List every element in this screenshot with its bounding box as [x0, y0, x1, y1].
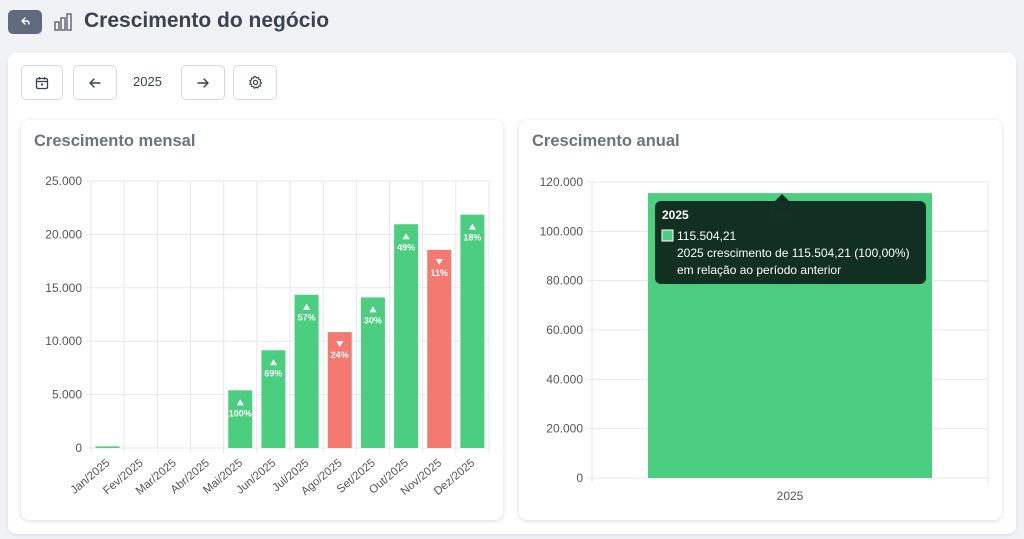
previous-year-button[interactable] — [73, 65, 117, 100]
y-tick-label: 0 — [576, 471, 583, 485]
settings-button[interactable] — [233, 65, 277, 100]
y-tick-label: 40.000 — [546, 372, 583, 386]
growth-up-marker — [269, 359, 278, 366]
tooltip-line: em relação ao período anterior — [677, 263, 841, 277]
year-label: 2025 — [133, 74, 162, 89]
back-button[interactable] — [8, 10, 42, 34]
growth-up-marker — [236, 399, 244, 406]
main-panel: 2025 Crescimento mensal 25.000 20.000 15.0… — [8, 53, 1016, 534]
page-title: Crescimento do negócio — [84, 9, 330, 32]
growth-up-marker — [369, 306, 377, 313]
y-tick-label: 10.000 — [45, 334, 82, 348]
y-tick-label: 80.000 — [546, 274, 583, 288]
tooltip-value: 115.504,21 — [677, 229, 736, 243]
bar-percent-label: 100% — [229, 408, 252, 418]
y-tick-label: 20.000 — [45, 227, 82, 241]
top-bar: Crescimento do negócio — [0, 0, 1024, 46]
y-tick-label: 60.000 — [546, 323, 583, 337]
tooltip-box — [655, 201, 926, 284]
y-tick-label: 20.000 — [546, 422, 583, 436]
monthly-chart-title: Crescimento mensal — [34, 132, 196, 150]
bar-percent-label: 57% — [298, 313, 316, 323]
arrow-right-icon — [197, 77, 209, 88]
annual-growth-card: Crescimento anual 120.000 100.000 80.000 60… — [519, 120, 1002, 520]
bar-percent-label: 30% — [364, 315, 382, 325]
growth-up-marker — [402, 233, 410, 240]
arrow-left-icon — [89, 77, 101, 88]
calendar-icon — [35, 76, 49, 89]
bar-percent-label: 11% — [430, 268, 448, 278]
bar — [261, 350, 286, 448]
y-tick-label: 100.000 — [540, 224, 584, 238]
bar — [95, 446, 120, 448]
tooltip-line: 2025 crescimento de 115.504,21 (100,00%) — [677, 246, 910, 260]
tooltip-title: 2025 — [662, 208, 689, 222]
growth-down-marker — [336, 341, 344, 348]
bar — [460, 214, 485, 448]
tooltip-caret — [775, 194, 789, 201]
growth-down-marker — [435, 258, 443, 265]
bar-percent-label: 18% — [463, 233, 481, 243]
tooltip-swatch — [661, 229, 674, 242]
y-tick-label: 120.000 — [540, 175, 584, 189]
bar-percent-label: 24% — [331, 350, 349, 360]
annual-chart-title: Crescimento anual — [532, 132, 680, 150]
y-tick-label: 15.000 — [45, 281, 82, 295]
bar-percent-label: 49% — [397, 242, 415, 252]
growth-up-marker — [302, 303, 311, 310]
bar — [360, 297, 385, 448]
monthly-growth-chart: 25.00020.00015.00010.0005.0000Jan/2025Fe… — [45, 174, 490, 498]
calendar-button[interactable] — [21, 65, 63, 100]
growth-up-marker — [468, 223, 477, 230]
undo-arrow-icon — [21, 17, 30, 25]
next-year-button[interactable] — [181, 65, 225, 100]
y-tick-label: 0 — [75, 441, 82, 455]
y-tick-label: 25.000 — [45, 174, 82, 188]
gear-icon — [248, 75, 262, 89]
x-tick-label: 2025 — [777, 489, 804, 503]
annual-growth-chart: 120.000 100.000 80.000 60.000 40.000 20.000 0 1… — [540, 175, 989, 503]
bar — [427, 249, 452, 448]
monthly-growth-card: Crescimento mensal 25.000 20.000 15.000 10.… — [21, 120, 503, 520]
bar-chart-icon — [54, 13, 72, 31]
bar — [294, 294, 319, 448]
bar — [394, 224, 419, 448]
bar — [228, 390, 253, 448]
y-tick-label: 5.000 — [52, 388, 82, 402]
bar — [327, 332, 352, 448]
bar-percent-label: 69% — [264, 368, 282, 378]
